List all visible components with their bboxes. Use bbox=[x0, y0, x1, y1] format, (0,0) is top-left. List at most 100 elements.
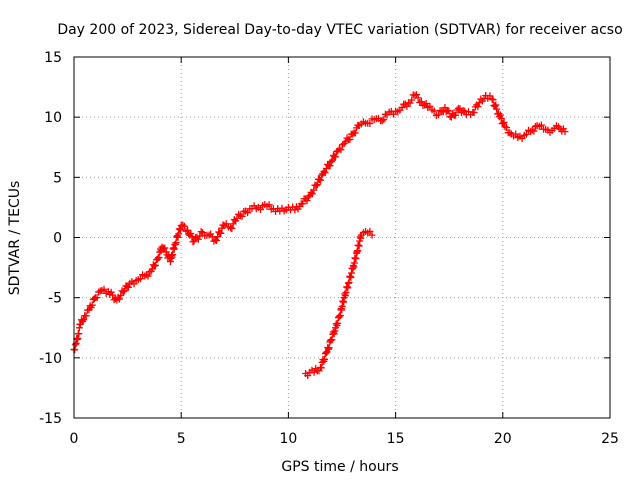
y-tick-label: 15 bbox=[44, 50, 62, 66]
data-point-fill bbox=[346, 135, 354, 143]
data-point-fill bbox=[334, 319, 342, 327]
data-point bbox=[417, 98, 425, 106]
data-point bbox=[561, 128, 569, 136]
data-point-fill bbox=[315, 176, 323, 184]
data-point-fill bbox=[528, 126, 536, 134]
data-point-fill bbox=[161, 244, 169, 252]
data-point-fill bbox=[310, 186, 318, 194]
data-point-fill bbox=[497, 115, 505, 123]
data-point-fill bbox=[512, 130, 520, 138]
x-tick-label: 20 bbox=[494, 431, 512, 447]
data-point-fill bbox=[303, 197, 311, 205]
data-point-fill bbox=[124, 283, 132, 291]
data-point-fill bbox=[406, 99, 414, 107]
x-tick-label: 15 bbox=[387, 431, 405, 447]
data-point-fill bbox=[180, 222, 188, 230]
data-point bbox=[184, 226, 192, 234]
data-point-fill bbox=[337, 146, 345, 154]
y-tick-label: -10 bbox=[39, 351, 62, 367]
data-point-fill bbox=[317, 364, 325, 372]
data-point bbox=[398, 104, 406, 112]
data-point bbox=[291, 206, 299, 214]
x-tick-label: 10 bbox=[279, 431, 297, 447]
data-point bbox=[434, 111, 442, 119]
data-point-fill bbox=[155, 254, 163, 262]
data-point-fill bbox=[238, 212, 246, 220]
data-point-fill bbox=[213, 236, 221, 244]
series-1 bbox=[302, 227, 376, 380]
data-point-fill bbox=[151, 261, 159, 269]
y-tick-label: -5 bbox=[48, 291, 62, 307]
data-point-fill bbox=[522, 130, 530, 138]
data-point-fill bbox=[217, 229, 225, 237]
data-point-fill bbox=[109, 291, 117, 299]
x-tick-label: 5 bbox=[177, 431, 186, 447]
data-point-fill bbox=[144, 272, 152, 280]
data-point bbox=[368, 231, 376, 239]
data-point-fill bbox=[331, 327, 339, 335]
data-point-fill bbox=[308, 190, 316, 198]
data-point-fill bbox=[265, 201, 273, 209]
series-0 bbox=[70, 91, 569, 354]
y-tick-label: -15 bbox=[39, 411, 62, 427]
data-point bbox=[310, 368, 318, 376]
data-point-fill bbox=[339, 141, 347, 149]
data-point-fill bbox=[88, 301, 96, 309]
data-point-fill bbox=[366, 227, 374, 235]
y-tick-label: 10 bbox=[44, 110, 62, 126]
data-point-fill bbox=[80, 316, 88, 324]
data-point-fill bbox=[445, 107, 453, 115]
data-point-fill bbox=[459, 107, 467, 115]
data-point-fill bbox=[537, 121, 545, 129]
data-point-fill bbox=[378, 117, 386, 125]
data-point-fill bbox=[474, 103, 482, 111]
data-point-fill bbox=[493, 105, 501, 113]
data-point-fill bbox=[321, 355, 329, 363]
data-point-fill bbox=[318, 171, 326, 179]
x-tick-label: 0 bbox=[70, 431, 79, 447]
data-point bbox=[312, 182, 320, 190]
data-point-fill bbox=[313, 181, 321, 189]
data-point-fill bbox=[257, 205, 265, 213]
data-point-fill bbox=[413, 91, 421, 99]
data-point-fill bbox=[403, 102, 411, 110]
data-point-fill bbox=[95, 288, 103, 296]
data-point-fill bbox=[117, 292, 125, 300]
data-point-fill bbox=[492, 101, 500, 109]
data-point-fill bbox=[71, 341, 79, 349]
data-point-fill bbox=[328, 156, 336, 164]
data-point-fill bbox=[121, 287, 129, 295]
data-point-fill bbox=[436, 106, 444, 114]
data-point-fill bbox=[136, 275, 144, 283]
data-point bbox=[501, 123, 509, 131]
data-point-fill bbox=[75, 330, 83, 338]
grid-lines bbox=[74, 57, 610, 418]
data-point-fill bbox=[452, 111, 460, 119]
data-point bbox=[327, 158, 335, 166]
x-axis-label: GPS time / hours bbox=[281, 459, 398, 475]
data-point-fill bbox=[500, 118, 508, 126]
data-point bbox=[154, 255, 162, 263]
data-point-fill bbox=[187, 229, 195, 237]
data-point-fill bbox=[79, 317, 87, 325]
data-point-fill bbox=[506, 129, 514, 137]
data-point-fill bbox=[503, 124, 511, 132]
data-point-fill bbox=[470, 108, 478, 116]
data-point-fill bbox=[408, 96, 416, 104]
data-point-fill bbox=[304, 193, 312, 201]
data-point-fill bbox=[496, 111, 504, 119]
data-point-fill bbox=[335, 145, 343, 153]
data-point-fill bbox=[324, 345, 332, 353]
data-point bbox=[190, 237, 198, 245]
data-point-fill bbox=[317, 176, 325, 184]
x-tick-label: 25 bbox=[601, 431, 619, 447]
data-point-fill bbox=[93, 294, 101, 302]
data-point-fill bbox=[115, 295, 123, 303]
data-point-fill bbox=[299, 200, 307, 208]
y-tick-label: 5 bbox=[53, 170, 62, 186]
data-point-fill bbox=[228, 224, 236, 232]
data-point-fill bbox=[489, 96, 497, 104]
data-point-fill bbox=[244, 209, 252, 217]
chart-title: Day 200 of 2023, Sidereal Day-to-day VTE… bbox=[57, 22, 622, 38]
